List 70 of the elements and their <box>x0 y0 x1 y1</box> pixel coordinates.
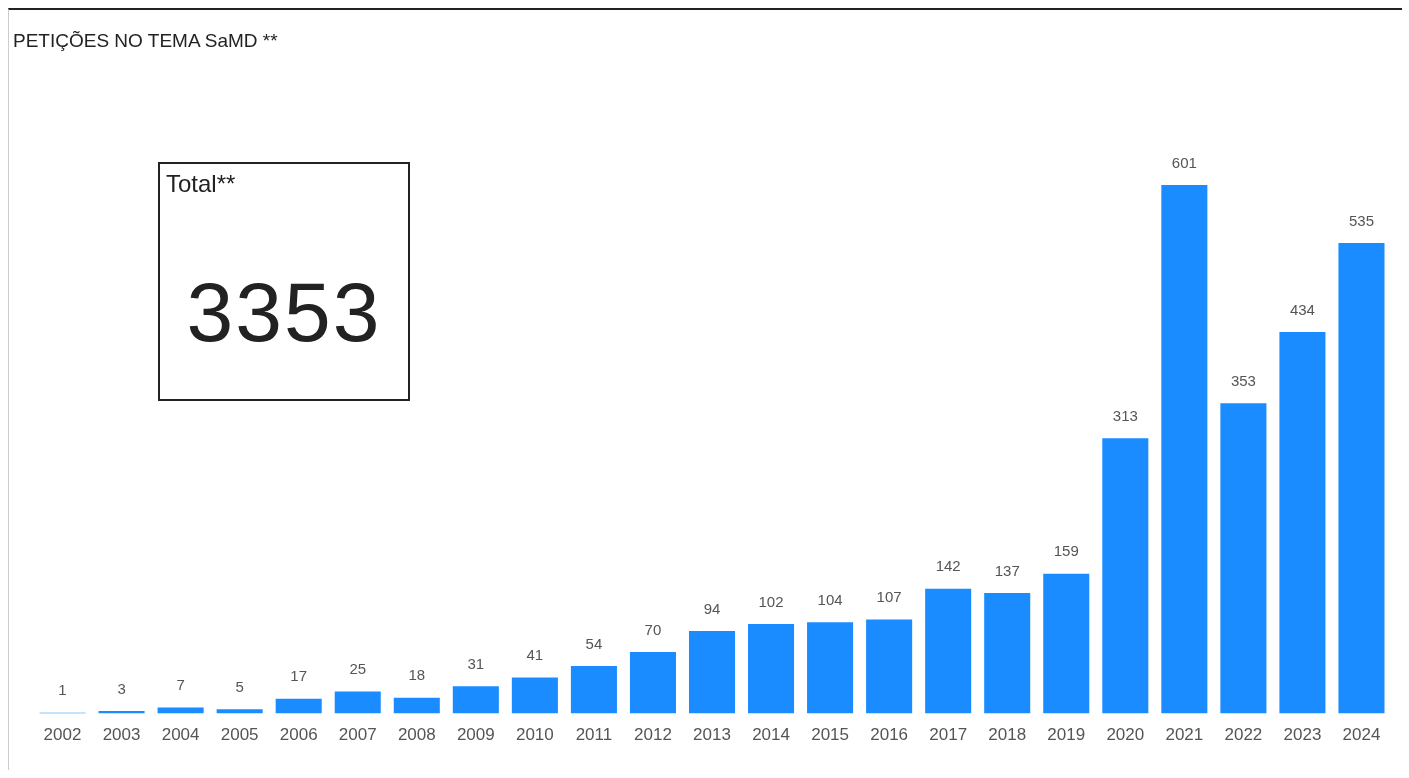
x-tick-label: 2019 <box>1047 725 1086 745</box>
bar <box>334 691 381 714</box>
x-tick-label: 2005 <box>220 725 259 745</box>
data-label: 31 <box>467 654 485 672</box>
data-label: 41 <box>526 646 544 664</box>
x-tick-label: 2010 <box>515 725 554 745</box>
data-label: 535 <box>1348 211 1374 229</box>
data-label: 434 <box>1289 300 1315 318</box>
data-label: 25 <box>349 660 367 678</box>
bar <box>452 686 499 714</box>
x-tick-label: 2011 <box>575 725 613 745</box>
data-label: 313 <box>1112 406 1138 424</box>
x-tick-label: 2024 <box>1342 725 1381 745</box>
data-label: 137 <box>994 561 1020 579</box>
data-label: 7 <box>176 676 185 694</box>
bar <box>748 623 795 714</box>
data-label: 70 <box>644 620 662 638</box>
bar <box>1043 573 1090 714</box>
bar <box>511 677 558 714</box>
x-tick-label: 2008 <box>397 725 436 745</box>
x-tick-label: 2012 <box>634 725 672 745</box>
chart-title: PETIÇÕES NO TEMA SaMD ** <box>13 30 278 52</box>
annotation: 3353 <box>185 264 383 361</box>
data-label: 94 <box>703 599 721 617</box>
x-tick-label: 2020 <box>1106 725 1145 745</box>
data-label: 142 <box>935 557 961 575</box>
bar <box>925 588 972 714</box>
x-tick-label: 2022 <box>1224 725 1263 745</box>
bar <box>1220 403 1267 714</box>
data-label: 54 <box>585 634 603 652</box>
bar <box>393 697 440 714</box>
bar <box>1279 331 1326 714</box>
x-tick-label: 2014 <box>752 725 790 745</box>
bar <box>157 707 204 714</box>
x-tick-label: 2013 <box>693 725 731 745</box>
bar <box>629 652 676 714</box>
bar <box>1102 438 1149 714</box>
text: Total** <box>166 170 236 198</box>
x-tick-label: 2009 <box>456 725 495 745</box>
bar <box>216 709 263 714</box>
x-tick-label: 2015 <box>811 725 849 745</box>
x-tick-label: 2018 <box>988 725 1027 745</box>
x-tick-label: 2004 <box>161 725 200 745</box>
data-label: 104 <box>817 590 843 608</box>
x-tick-label: 2023 <box>1283 725 1322 745</box>
data-label: 159 <box>1053 542 1079 560</box>
bar <box>866 619 913 714</box>
data-label: 5 <box>235 677 244 695</box>
bar <box>570 666 617 714</box>
data-label: 17 <box>290 667 308 685</box>
data-label: 601 <box>1171 153 1197 171</box>
data-label: 3 <box>117 679 126 697</box>
data-label: 353 <box>1230 371 1256 389</box>
x-tick-label: 2003 <box>102 725 141 745</box>
x-tick-label: 2002 <box>43 725 82 745</box>
data-label: 102 <box>758 592 784 610</box>
x-tick-label: 2016 <box>870 725 909 745</box>
bar <box>1161 185 1208 714</box>
bar <box>1338 243 1385 714</box>
data-label: 107 <box>876 588 902 606</box>
bar <box>807 622 854 714</box>
bar <box>275 698 322 714</box>
x-tick-label: 2017 <box>929 725 968 745</box>
data-label: 18 <box>408 666 426 684</box>
x-tick-label: 2006 <box>279 725 318 745</box>
data-label: 1 <box>58 681 67 699</box>
x-tick-label: 2021 <box>1165 725 1204 745</box>
bar <box>688 630 736 714</box>
bar <box>984 593 1031 714</box>
x-tick-label: 2007 <box>338 725 377 745</box>
